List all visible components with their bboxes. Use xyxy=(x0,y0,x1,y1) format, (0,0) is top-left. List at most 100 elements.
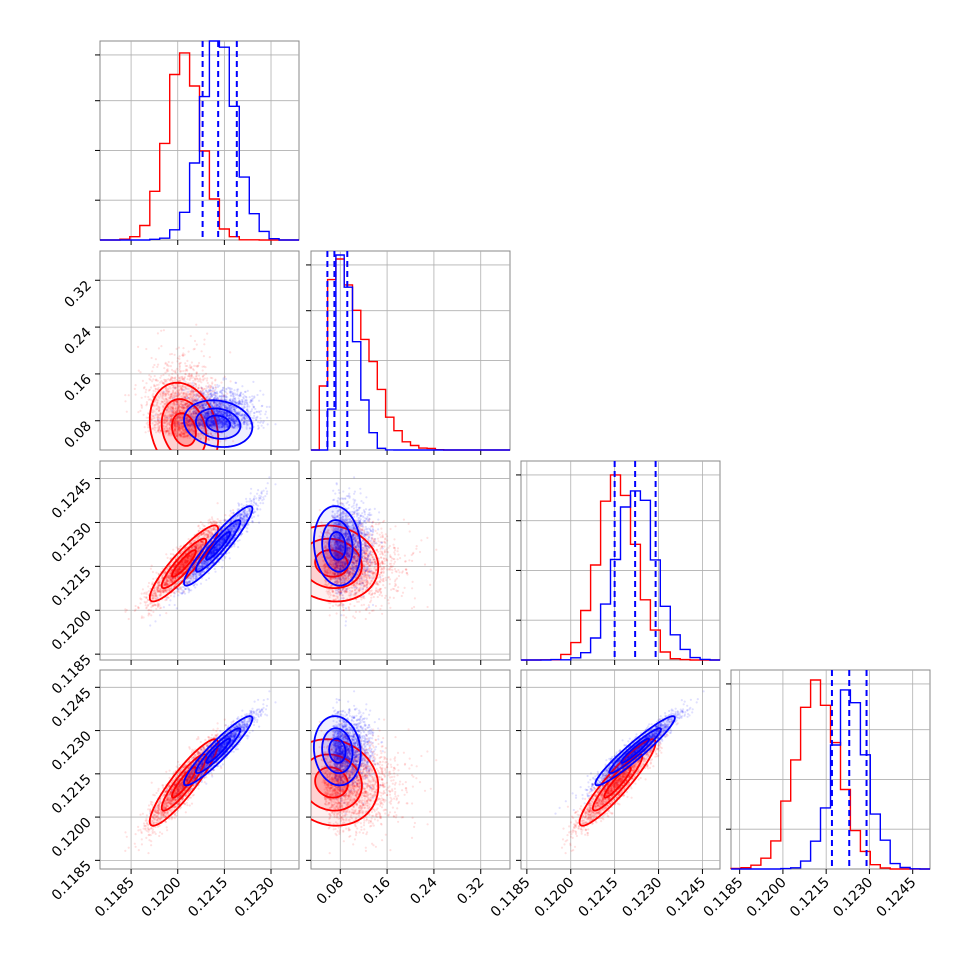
scatter-point xyxy=(202,369,204,371)
scatter-point xyxy=(155,358,157,360)
scatter-point xyxy=(188,373,190,375)
scatter-point xyxy=(145,389,147,391)
scatter-point xyxy=(267,423,269,425)
scatter-point xyxy=(222,387,224,389)
scatter-point xyxy=(220,390,222,392)
scatter-point xyxy=(152,393,154,395)
scatter-point xyxy=(215,386,217,388)
scatter-point xyxy=(148,590,150,592)
scatter-point xyxy=(198,384,200,386)
scatter-point xyxy=(124,400,126,402)
scatter-point xyxy=(258,410,260,412)
scatter-point xyxy=(227,387,229,389)
scatter-point xyxy=(211,377,213,379)
scatter-point xyxy=(186,360,188,362)
scatter-point xyxy=(230,380,232,382)
scatter-point xyxy=(153,390,155,392)
scatter-point xyxy=(167,370,169,372)
scatter-point xyxy=(261,405,263,407)
scatter-point xyxy=(178,355,180,357)
scatter-point xyxy=(146,601,148,603)
scatter-point xyxy=(196,375,198,377)
scatter-point xyxy=(135,384,137,386)
scatter-point xyxy=(259,417,261,419)
scatter-point xyxy=(153,364,155,366)
scatter-point xyxy=(214,394,216,396)
scatter-point xyxy=(199,377,201,379)
scatter-point xyxy=(149,398,151,400)
scatter-point xyxy=(157,332,159,334)
scatter-point xyxy=(201,387,203,389)
scatter-point xyxy=(126,411,128,413)
scatter-point xyxy=(146,417,148,419)
scatter-point xyxy=(263,427,265,429)
scatter-point xyxy=(160,375,162,377)
scatter-point xyxy=(191,382,193,384)
scatter-point xyxy=(153,385,155,387)
scatter-point xyxy=(124,394,126,396)
scatter-point xyxy=(157,364,159,366)
scatter-point xyxy=(160,345,162,347)
scatter-point xyxy=(192,368,194,370)
scatter-point xyxy=(199,527,201,529)
scatter-point xyxy=(263,420,265,422)
scatter-point xyxy=(174,378,176,380)
scatter-point xyxy=(236,393,238,395)
panel-frame xyxy=(311,251,510,450)
scatter-point xyxy=(150,386,152,388)
scatter-point xyxy=(156,366,158,368)
scatter-point xyxy=(216,384,218,386)
scatter-point xyxy=(229,351,231,353)
scatter-point xyxy=(148,374,150,376)
scatter-point xyxy=(147,604,149,606)
scatter-point xyxy=(232,393,234,395)
scatter-point xyxy=(230,395,232,397)
scatter-point xyxy=(274,423,276,425)
scatter-point xyxy=(162,382,164,384)
scatter-point xyxy=(203,343,205,345)
scatter-point xyxy=(149,389,151,391)
scatter-point xyxy=(147,412,149,414)
scatter-point xyxy=(163,367,165,369)
scatter-point xyxy=(214,379,216,381)
scatter-point xyxy=(262,394,264,396)
panel-2-0 xyxy=(95,461,299,665)
scatter-point xyxy=(205,389,207,391)
scatter-point xyxy=(231,388,233,390)
scatter-point xyxy=(257,421,259,423)
scatter-point xyxy=(137,346,139,348)
scatter-point xyxy=(209,356,211,358)
scatter-point xyxy=(196,344,198,346)
scatter-point xyxy=(241,403,243,405)
scatter-point xyxy=(163,379,165,381)
scatter-point xyxy=(147,424,149,426)
histogram-blue xyxy=(100,41,299,240)
scatter-point xyxy=(250,410,252,412)
scatter-point xyxy=(221,396,223,398)
scatter-point xyxy=(169,379,171,381)
scatter-point xyxy=(146,401,148,403)
scatter-point xyxy=(152,366,154,368)
scatter-point xyxy=(152,578,154,580)
scatter-point xyxy=(260,410,262,412)
scatter-point xyxy=(237,388,239,390)
scatter-point xyxy=(254,412,256,414)
scatter-point xyxy=(242,393,244,395)
scatter-point xyxy=(182,347,184,349)
scatter-point xyxy=(229,400,231,402)
scatter-point xyxy=(241,399,243,401)
scatter-point xyxy=(240,392,242,394)
scatter-point xyxy=(149,379,151,381)
scatter-point xyxy=(143,387,145,389)
scatter-point xyxy=(246,409,248,411)
scatter-point xyxy=(246,405,248,407)
scatter-point xyxy=(201,350,203,352)
scatter-point xyxy=(171,369,173,371)
panel-1-1 xyxy=(306,251,510,455)
scatter-point xyxy=(261,425,263,427)
scatter-point xyxy=(177,373,179,375)
scatter-point xyxy=(185,373,187,375)
scatter-point xyxy=(218,385,220,387)
scatter-point xyxy=(165,612,167,614)
scatter-point xyxy=(235,402,237,404)
